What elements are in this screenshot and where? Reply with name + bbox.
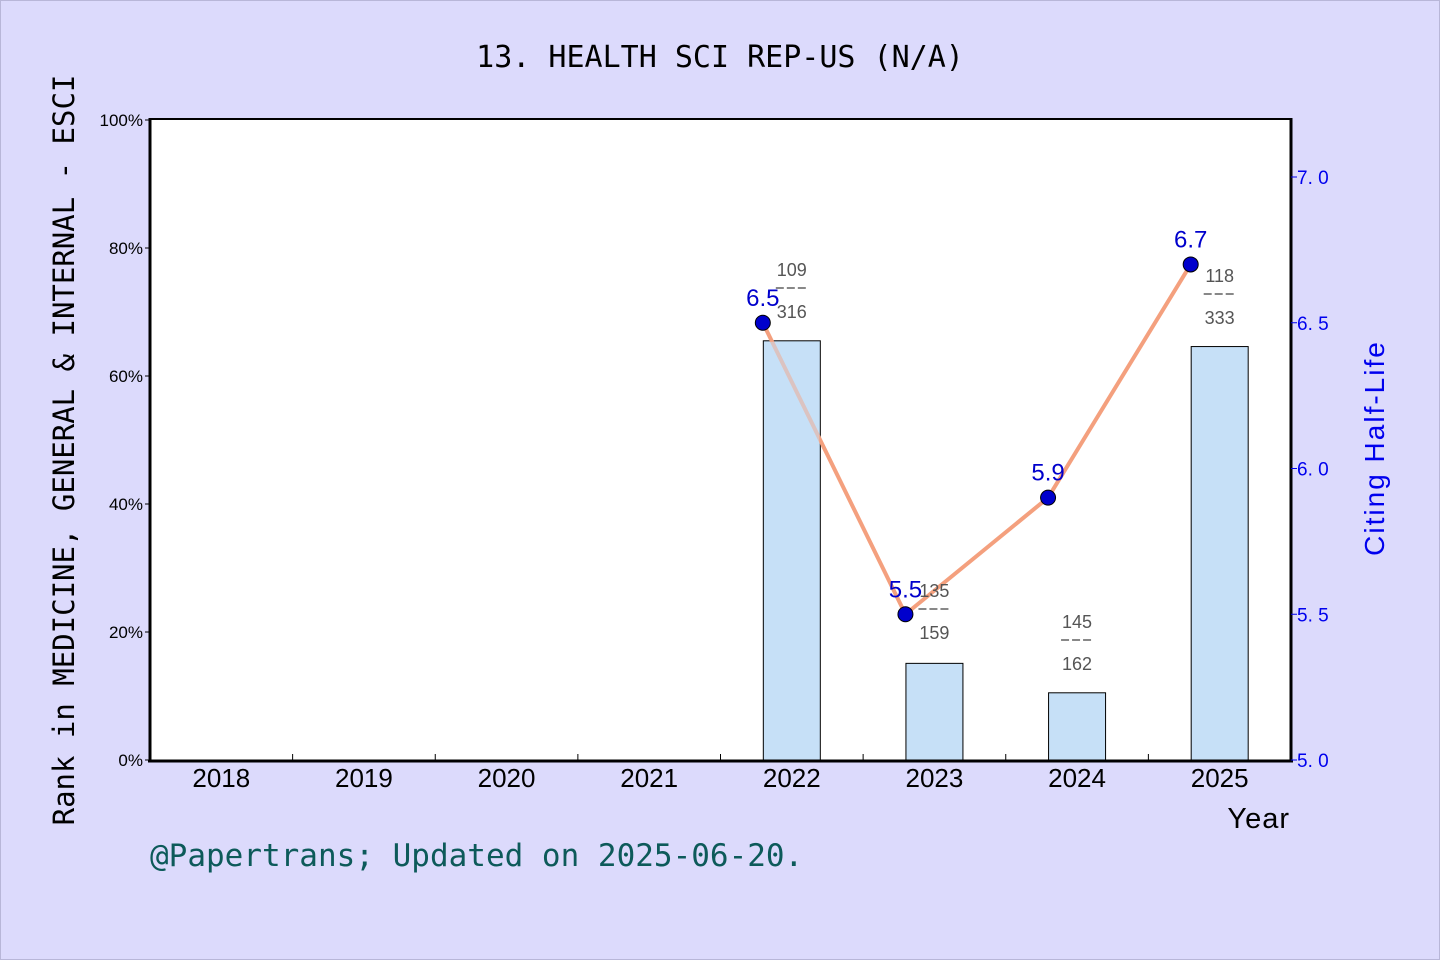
half-life-point-2025 bbox=[1182, 256, 1199, 273]
x-tick-label-2018: 2018 bbox=[192, 763, 250, 793]
right-tick-label: 7. 0 bbox=[1297, 168, 1329, 189]
right-axis-ticks: 5. 0 5. 5 6. 0 6. 5 7. 0 bbox=[1291, 168, 1329, 772]
half-life-value-2023: 5.5 bbox=[889, 576, 922, 603]
rank-value: 145 bbox=[1062, 612, 1092, 632]
x-axis-ticks: 2018 2019 2020 2021 2022 2023 2024 2025 bbox=[192, 754, 1249, 793]
right-tick-label: 5. 5 bbox=[1297, 605, 1329, 626]
x-tick-label-2021: 2021 bbox=[620, 763, 678, 793]
left-axis-label: Rank in MEDICINE, GENERAL & INTERNAL - E… bbox=[47, 75, 81, 826]
half-life-point-2024 bbox=[1040, 489, 1057, 506]
total-value: 162 bbox=[1062, 654, 1092, 674]
rank-value: 135 bbox=[919, 581, 949, 601]
bar-overlay-2025 bbox=[1192, 347, 1248, 759]
rank-value: 118 bbox=[1205, 266, 1234, 286]
half-life-polyline bbox=[761, 263, 1193, 617]
bar-overlay-2023 bbox=[906, 664, 962, 759]
bar-overlay bbox=[764, 341, 1248, 759]
left-tick-label: 80% bbox=[109, 239, 143, 258]
left-tick-label: 60% bbox=[109, 367, 143, 386]
half-life-value-2022: 6.5 bbox=[746, 285, 779, 312]
right-tick-label: 5. 0 bbox=[1297, 751, 1329, 772]
x-tick-label-2020: 2020 bbox=[478, 763, 536, 793]
rank-ratio-2024: 145 162 bbox=[1061, 612, 1094, 674]
footer-credit: @Papertrans; Updated on 2025-06-20. bbox=[150, 838, 803, 874]
x-axis-label: Year bbox=[1227, 803, 1290, 835]
left-axis-ticks: 0% 20% 40% 60% 80% 100% bbox=[100, 111, 150, 770]
left-tick-label: 20% bbox=[109, 623, 143, 642]
left-tick-label: 100% bbox=[100, 111, 143, 130]
half-life-value-2025: 6.7 bbox=[1174, 226, 1207, 253]
half-life-markers bbox=[754, 256, 1199, 623]
left-tick-label: 40% bbox=[109, 495, 143, 514]
rank-value: 109 bbox=[777, 260, 807, 280]
chart-title: 13. HEALTH SCI REP-US (N/A) bbox=[476, 40, 964, 75]
half-life-point-2022 bbox=[754, 314, 771, 331]
total-value: 333 bbox=[1205, 308, 1235, 328]
plot-area bbox=[150, 120, 1291, 760]
x-tick-label-2024: 2024 bbox=[1048, 763, 1106, 793]
half-life-labels: 6.5 5.5 5.9 6.7 bbox=[746, 226, 1207, 603]
x-tick-label-2019: 2019 bbox=[335, 763, 393, 793]
rank-ratio-2023: 135 159 bbox=[918, 581, 951, 643]
rank-ratio-2022: 109 316 bbox=[775, 260, 808, 322]
total-value: 159 bbox=[919, 623, 949, 643]
bar-overlay-2024 bbox=[1049, 693, 1105, 759]
half-life-line bbox=[761, 263, 1193, 617]
half-life-value-2024: 5.9 bbox=[1031, 460, 1064, 487]
bar-overlay-2022 bbox=[764, 341, 820, 759]
total-value: 316 bbox=[777, 302, 807, 322]
right-tick-label: 6. 0 bbox=[1297, 460, 1329, 481]
left-tick-label: 0% bbox=[118, 751, 143, 770]
rank-ratio-2025: 118 333 bbox=[1203, 266, 1236, 328]
x-tick-label-2025: 2025 bbox=[1191, 763, 1249, 793]
x-tick-label-2022: 2022 bbox=[763, 763, 821, 793]
right-tick-label: 6. 5 bbox=[1297, 314, 1329, 335]
rank-ratio-labels: 109 316 135 159 145 162 118 333 bbox=[775, 260, 1236, 674]
x-tick-label-2023: 2023 bbox=[906, 763, 964, 793]
right-axis-label: Citing Half-Life bbox=[1359, 340, 1390, 556]
half-life-point-2023 bbox=[897, 606, 914, 623]
